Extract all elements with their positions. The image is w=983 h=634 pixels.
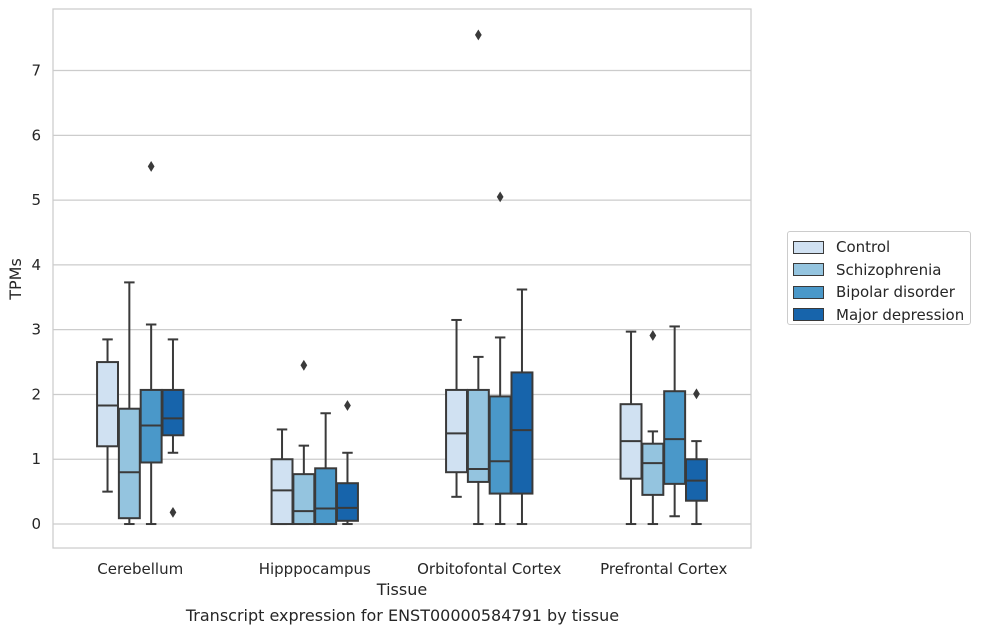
outlier-point [474, 29, 482, 41]
box-bipolar-disorder [663, 325, 687, 518]
y-tick-label: 3 [31, 321, 41, 339]
outlier-point [344, 400, 351, 411]
box-iqr [270, 458, 294, 526]
box-iqr [292, 473, 316, 526]
outlier-point [693, 388, 700, 400]
x-axis-label: Tissue [376, 580, 427, 599]
y-tick-label: 1 [31, 450, 41, 468]
box-major-depression [684, 388, 708, 526]
box-major-depression [161, 338, 185, 518]
box-control [96, 338, 120, 493]
legend-label: Major depression [836, 305, 965, 324]
legend-item: Control [793, 236, 970, 259]
legend-item: Schizophrenia [793, 259, 970, 282]
plot-frame [52, 8, 752, 549]
outlier-point [147, 161, 155, 172]
x-tick-label: Orbitofontal Cortex [417, 560, 561, 578]
x-axis-ticks: Cerebellum Hipppocampus Orbitofontal Corte… [97, 560, 727, 578]
box-major-depression [335, 400, 359, 526]
box-iqr [161, 388, 185, 437]
legend-item: Bipolar disorder [793, 281, 970, 304]
legend-item: Major depression [793, 304, 970, 327]
box-iqr [117, 407, 141, 520]
y-tick-label: 0 [31, 515, 41, 533]
legend-swatch [793, 308, 824, 322]
x-tick-label: Prefrontal Cortex [600, 560, 727, 578]
legend-label: Schizophrenia [836, 260, 942, 279]
y-tick-label: 5 [31, 191, 41, 209]
box-major-depression [510, 288, 534, 526]
legend-swatch [793, 285, 824, 299]
box-iqr [96, 361, 120, 448]
box-iqr [663, 390, 687, 485]
legend-label: Control [836, 238, 891, 257]
box-schizophrenia [292, 359, 316, 526]
legend: Control Schizophrenia Bipolar disorder Majo… [787, 231, 971, 325]
legend-swatch [793, 240, 824, 254]
y-tick-label: 7 [31, 62, 41, 80]
y-tick-label: 4 [31, 256, 41, 274]
box-iqr [445, 388, 469, 474]
box-iqr [510, 371, 534, 495]
outlier-point [300, 359, 308, 371]
box-schizophrenia [117, 281, 141, 526]
box-control [619, 330, 643, 526]
box-iqr [488, 395, 512, 495]
y-axis-label: TPMs [6, 258, 25, 301]
x-tick-label: Hipppocampus [259, 560, 371, 578]
box-iqr [641, 442, 665, 496]
x-tick-label: Cerebellum [97, 560, 183, 578]
legend-swatch [793, 263, 824, 277]
y-axis-ticks: 0 1 2 3 4 5 6 7 [31, 62, 41, 533]
outlier-point [496, 191, 504, 203]
outlier-point [169, 506, 177, 518]
outlier-point [649, 330, 657, 341]
box-iqr [335, 482, 359, 522]
box-control [445, 318, 469, 498]
legend-label: Bipolar disorder [836, 283, 955, 302]
box-iqr [314, 467, 338, 526]
y-tick-label: 2 [31, 385, 41, 403]
chart-caption: Transcript expression for ENST0000058479… [185, 606, 620, 625]
y-tick-label: 6 [31, 126, 41, 144]
box-series [96, 29, 708, 526]
